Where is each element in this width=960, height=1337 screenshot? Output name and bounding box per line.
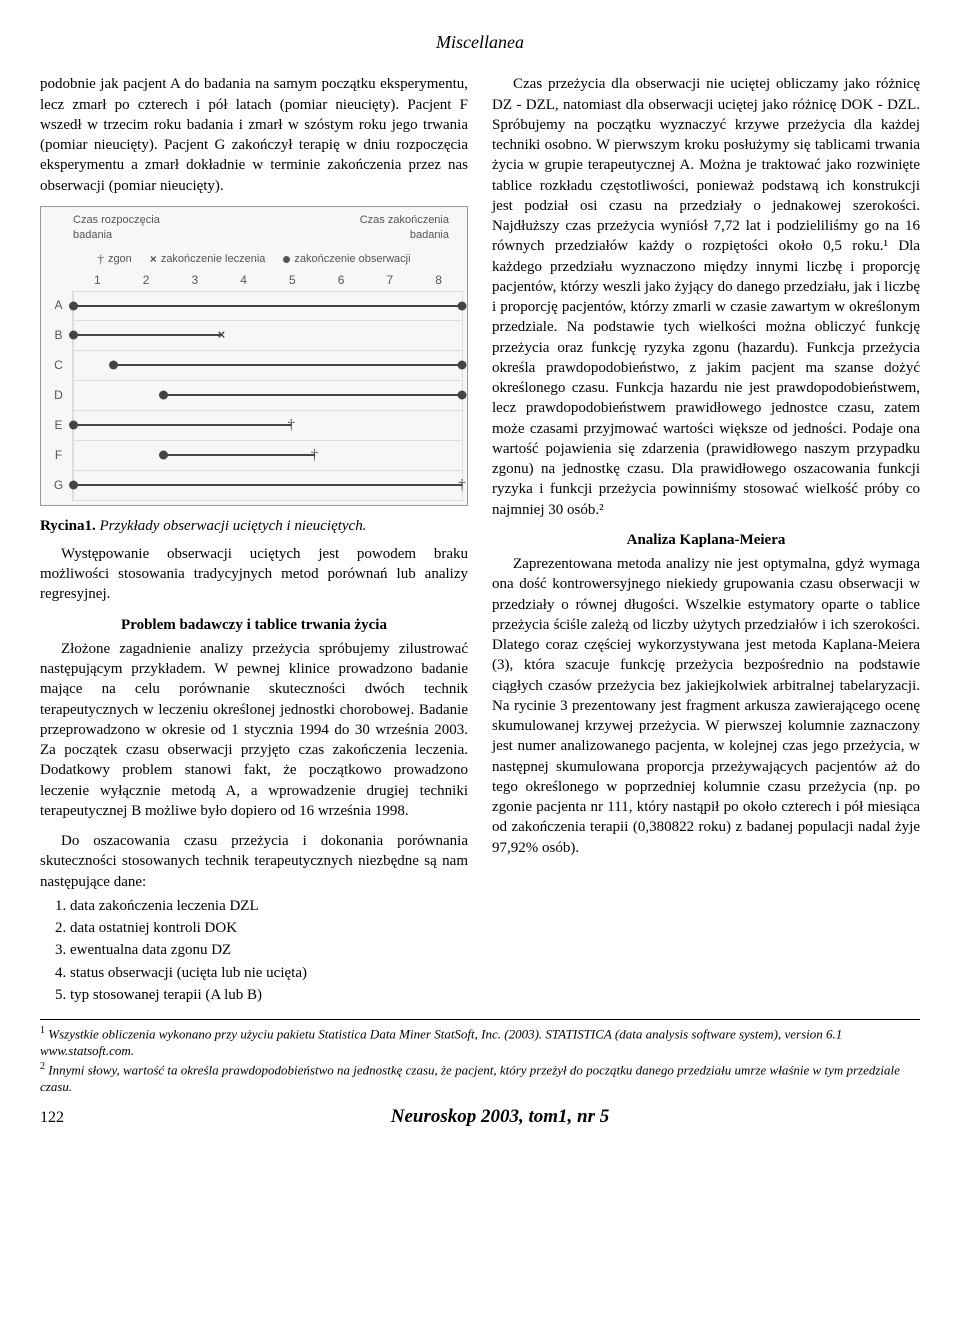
row-B: × [73,321,463,351]
journal-info: Neuroskop 2003, tom1, nr 5 [80,1104,920,1130]
page-footer: 122 Neuroskop 2003, tom1, nr 5 [40,1104,920,1130]
footnote-2: 2 Innymi słowy, wartość ta określa prawd… [40,1060,920,1096]
left-p4: Do oszacowania czasu przeżycia i dokonan… [40,831,468,892]
list-item: data zakończenia leczenia DZL [70,896,468,916]
fig-top-left-label: Czas rozpoczęcia badania [73,213,160,243]
footnote-1: 1 Wszystkie obliczenia wykonano przy uży… [40,1024,920,1060]
two-column-layout: podobnie jak pacjent A do badania na sam… [40,74,920,1007]
legend-zo: zakończenie obserwacji [283,250,410,268]
row-C [73,351,463,381]
left-p1: podobnie jak pacjent A do badania na sam… [40,74,468,196]
row-F: † [73,441,463,471]
right-p2: Zaprezentowana metoda analizy nie jest o… [492,554,920,858]
figure-x-axis: 1 2 3 4 5 6 7 8 [45,272,463,288]
row-G: † [73,471,463,501]
legend-zgon: zgon [97,250,131,268]
figure-chart-area: A B × C [45,291,463,501]
right-column: Czas przeżycia dla obserwacji nie ucięte… [492,74,920,1007]
left-column: podobnie jak pacjent A do badania na sam… [40,74,468,1007]
left-p2: Występowanie obserwacji uciętych jest po… [40,544,468,605]
legend-zl: zakończenie leczenia [150,250,266,268]
fig-top-right-label: Czas zakończenia badania [360,213,449,243]
list-item: ewentualna data zgonu DZ [70,940,468,960]
footnote-separator [40,1019,920,1020]
figure-legend: zgon zakończenie leczenia zakończenie ob… [45,250,463,268]
heading-problem: Problem badawczy i tablice trwania życia [40,615,468,635]
figure-1-caption: Rycina1. Przykłady obserwacji uciętych i… [40,516,468,536]
row-D [73,381,463,411]
right-p1: Czas przeżycia dla obserwacji nie ucięte… [492,74,920,520]
heading-kaplan: Analiza Kaplana-Meiera [492,530,920,550]
figure-1: Czas rozpoczęcia badania Czas zakończeni… [40,206,468,506]
left-p3: Złożone zagadnienie analizy przeżycia sp… [40,639,468,821]
list-item: typ stosowanej terapii (A lub B) [70,985,468,1005]
running-head: Miscellanea [40,30,920,54]
list-item: status obserwacji (ucięta lub nie ucięta… [70,963,468,983]
page-number: 122 [40,1107,80,1129]
list-item: data ostatniej kontroli DOK [70,918,468,938]
required-data-list: data zakończenia leczenia DZL data ostat… [70,896,468,1005]
row-A [73,291,463,321]
footnotes: 1 Wszystkie obliczenia wykonano przy uży… [40,1024,920,1096]
row-E: † [73,411,463,441]
